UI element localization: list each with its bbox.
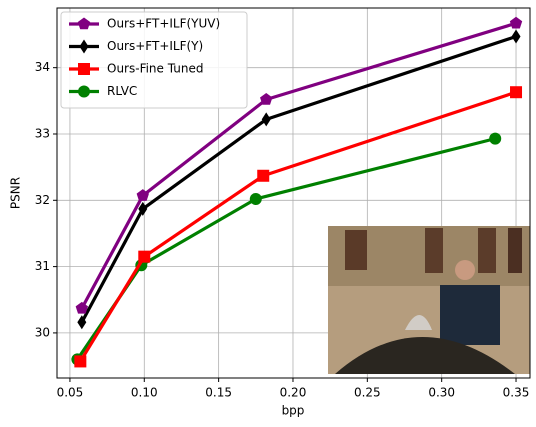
legend-marker (78, 85, 90, 98)
legend-marker (78, 63, 90, 75)
y-tick-label: 30 (35, 325, 50, 339)
x-tick-label: 0.25 (354, 386, 381, 400)
marker (249, 192, 262, 205)
x-tick-label: 0.05 (57, 386, 84, 400)
y-axis-label: PSNR (9, 177, 23, 209)
legend-marker (77, 17, 91, 30)
plot-frame (56, 7, 531, 379)
legend-marker (79, 39, 89, 54)
marker (136, 189, 149, 201)
photo-window (345, 230, 367, 270)
x-tick-label: 0.20 (280, 386, 307, 400)
x-tick-label: 0.10 (131, 386, 158, 400)
series-line (78, 90, 517, 363)
y-tick-label: 33 (35, 126, 50, 140)
marker (138, 201, 148, 216)
x-axis-label: bpp (282, 404, 305, 418)
legend-label: RLVC (107, 84, 137, 98)
photo-window (478, 228, 496, 273)
marker (509, 16, 523, 29)
inset-photo (328, 226, 530, 374)
legend-label: Ours+FT+ILF(Y) (107, 39, 203, 53)
marker (261, 112, 271, 127)
photo-fountain (335, 337, 515, 374)
photo-window (425, 228, 443, 273)
x-tick-label: 0.30 (428, 386, 455, 400)
photo-face (455, 260, 475, 280)
marker (260, 93, 273, 105)
photo-water (405, 315, 432, 330)
marker (510, 86, 523, 99)
marker (511, 29, 521, 44)
x-tick-label: 0.15 (205, 386, 232, 400)
marker (138, 250, 151, 263)
legend: Ours+FT+ILF(YUV) Ours+FT+ILF(Y) Ours-Fine … (60, 11, 248, 109)
series-line (80, 34, 517, 324)
y-tick-label: 32 (35, 193, 50, 207)
marker (75, 301, 89, 314)
photo-person (440, 285, 500, 345)
legend-box (60, 11, 248, 109)
y-tick-label: 34 (35, 60, 50, 74)
marker (257, 169, 270, 182)
legend-label: Ours+FT+ILF(YUV) (107, 17, 220, 31)
series-line (80, 21, 517, 310)
marker (77, 315, 87, 330)
y-tick-label: 31 (35, 259, 50, 273)
legend-label: Ours-Fine Tuned (107, 62, 203, 76)
marker (489, 132, 502, 145)
marker (74, 355, 87, 368)
photo-window (508, 228, 522, 273)
x-tick-label: 0.35 (503, 386, 530, 400)
